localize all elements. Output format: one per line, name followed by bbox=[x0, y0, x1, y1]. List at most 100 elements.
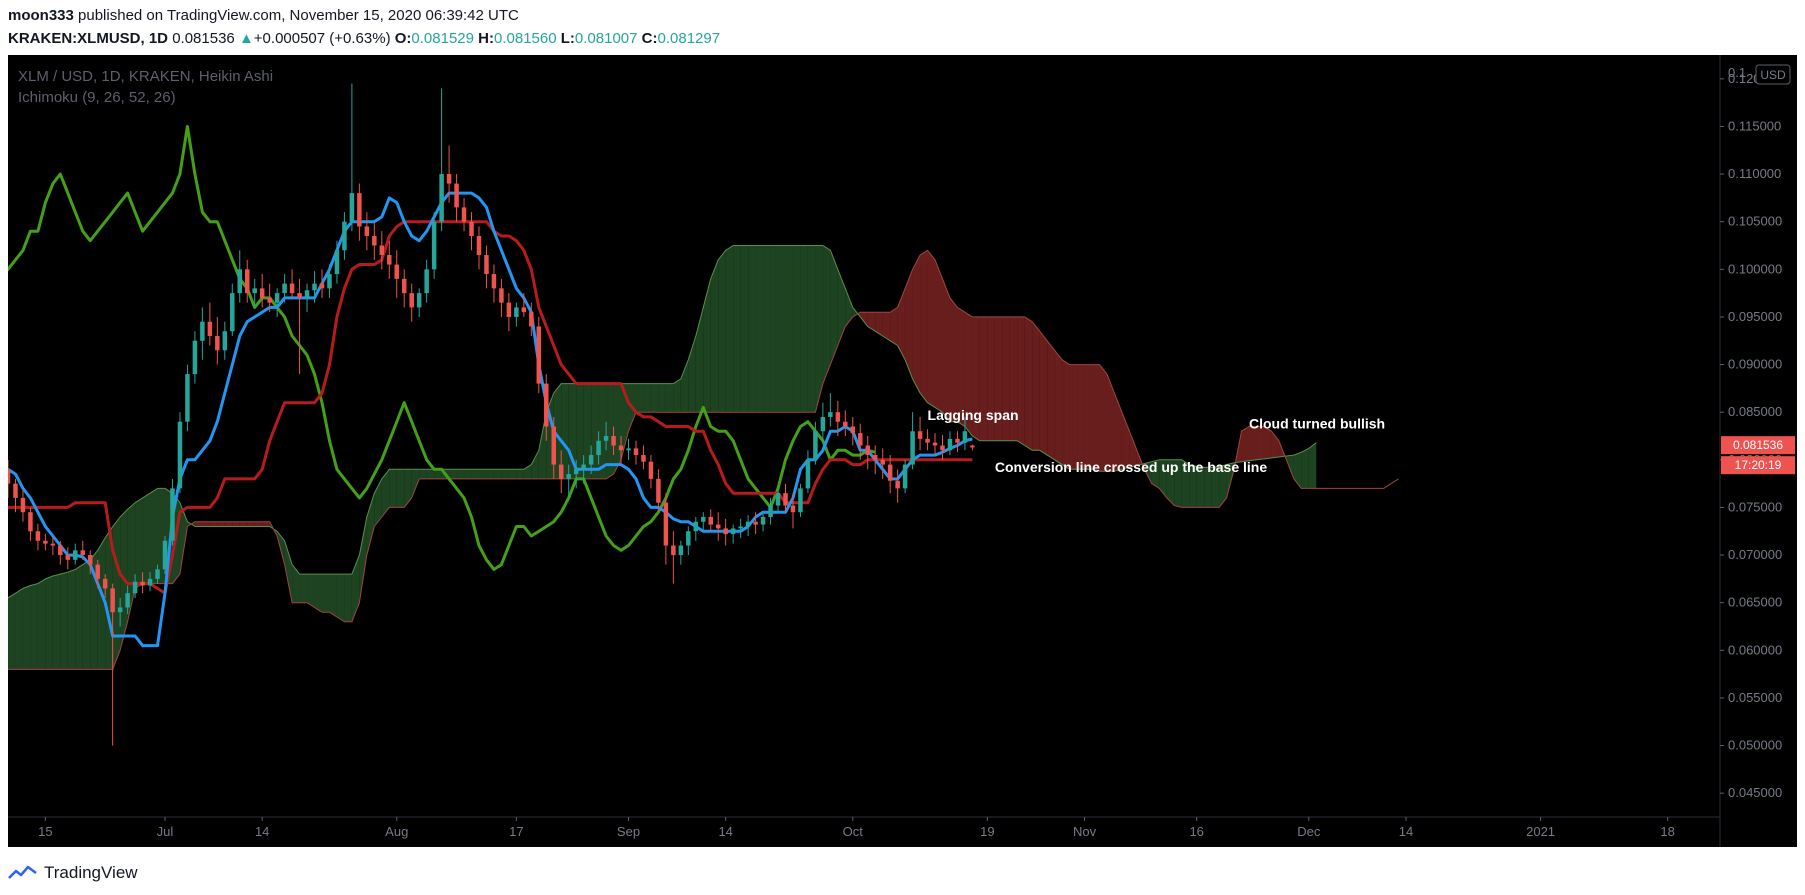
candle bbox=[110, 583, 115, 746]
candle-body bbox=[880, 459, 885, 465]
cloud-bear-segment bbox=[972, 316, 980, 441]
candle bbox=[192, 331, 198, 384]
cloud-bear-segment bbox=[1106, 374, 1115, 472]
cloud-bear-segment bbox=[875, 312, 883, 336]
candle-body bbox=[8, 469, 11, 484]
candle bbox=[955, 431, 960, 453]
cloud-bull-segment bbox=[493, 469, 502, 479]
x-tick-label: 2021 bbox=[1526, 824, 1555, 839]
low-value: 0.081007 bbox=[574, 30, 638, 47]
cloud-bear-segment bbox=[935, 259, 943, 413]
cloud-bull-segment bbox=[852, 307, 861, 317]
price-badges: 0.081536 17:20:19 bbox=[1721, 436, 1795, 475]
candle-body bbox=[768, 505, 773, 517]
candle bbox=[416, 288, 422, 317]
x-tick-label: 14 bbox=[255, 824, 269, 839]
candle bbox=[162, 536, 168, 575]
change-value: +0.000507 (+0.63%) bbox=[253, 30, 391, 47]
candle-body bbox=[147, 578, 153, 586]
y-tick-label: 0.090000 bbox=[1728, 357, 1782, 372]
ichimoku-chart[interactable]: 0.1200000.1150000.1100000.1050000.100000… bbox=[8, 55, 1797, 847]
candle-body bbox=[80, 550, 86, 556]
candle bbox=[529, 302, 534, 336]
time-axis[interactable]: 15 Jul 14 Aug 17 Sep 14 Oct 19 Nov 16 Dec 14 2021 18 bbox=[38, 817, 1675, 839]
candle-body bbox=[319, 283, 325, 289]
candle bbox=[656, 469, 661, 513]
candle-body bbox=[215, 335, 220, 351]
candle-body bbox=[730, 528, 736, 535]
candle bbox=[230, 283, 235, 336]
candle bbox=[828, 393, 833, 427]
cloud-bull-segment bbox=[75, 564, 83, 670]
cloud-bull-segment bbox=[763, 245, 771, 413]
cloud-bull-segment bbox=[82, 559, 91, 670]
indicator-legend[interactable]: Ichimoku (9, 26, 52, 26) bbox=[18, 89, 176, 106]
candle-body bbox=[828, 412, 833, 417]
cloud-bull-segment bbox=[673, 378, 681, 413]
candle-body bbox=[506, 302, 512, 317]
cloud-bull-segment bbox=[635, 383, 644, 413]
candle bbox=[319, 269, 325, 298]
x-tick-label: 17 bbox=[509, 824, 523, 839]
base-line bbox=[8, 220, 973, 595]
candle bbox=[843, 410, 848, 436]
candle bbox=[783, 483, 788, 513]
candle-body bbox=[87, 555, 93, 565]
candle bbox=[28, 507, 33, 541]
candle-body bbox=[895, 480, 900, 489]
candle bbox=[491, 264, 497, 303]
cloud-bull-segment bbox=[1196, 466, 1205, 508]
candle-body bbox=[364, 226, 370, 236]
cloud-bull-segment bbox=[45, 576, 53, 670]
candle-body bbox=[603, 436, 609, 441]
candle bbox=[544, 374, 549, 441]
candle-body bbox=[13, 483, 18, 498]
x-tick-label: 16 bbox=[1189, 824, 1203, 839]
cloud-bear-segment bbox=[890, 307, 898, 346]
candle bbox=[446, 145, 452, 203]
candle-body bbox=[237, 269, 242, 294]
candle-body bbox=[678, 545, 684, 556]
x-tick-label: Dec bbox=[1297, 824, 1321, 839]
candle bbox=[514, 302, 519, 327]
x-tick-label: Jul bbox=[157, 824, 174, 839]
y-tick-label: 0.065000 bbox=[1728, 595, 1782, 610]
candle bbox=[140, 572, 145, 594]
candle bbox=[850, 416, 856, 446]
candle-body bbox=[947, 438, 953, 451]
y-tick-label: 0.055000 bbox=[1728, 690, 1782, 705]
cloud-bear-segment bbox=[202, 521, 210, 527]
candle-body bbox=[626, 448, 631, 451]
candle-body bbox=[95, 564, 100, 579]
candle-body bbox=[297, 293, 302, 298]
cloud-bull-segment bbox=[576, 383, 584, 479]
candle-body bbox=[274, 293, 280, 303]
candle-body bbox=[484, 255, 489, 275]
candle-body bbox=[708, 516, 713, 525]
currency-badge[interactable]: USD bbox=[1755, 64, 1791, 85]
candle bbox=[170, 478, 175, 546]
cloud-bull-segment bbox=[366, 493, 375, 556]
candle-body bbox=[671, 545, 676, 556]
candle-body bbox=[289, 283, 295, 294]
candle-body bbox=[514, 307, 519, 317]
candle-body bbox=[499, 288, 504, 303]
cloud-bull-segment bbox=[486, 469, 494, 479]
candle-body bbox=[155, 569, 160, 579]
cloud-bear-segment bbox=[1069, 364, 1078, 470]
cloud-bear-segment bbox=[897, 288, 906, 360]
candle-body bbox=[170, 488, 175, 541]
cloud-bear-segment bbox=[867, 312, 876, 332]
cloud-bull-segment bbox=[351, 555, 360, 622]
cloud-bull-segment bbox=[561, 383, 569, 479]
candle-body bbox=[35, 531, 41, 541]
footer[interactable]: TradingView bbox=[8, 859, 138, 887]
cloud-bull-segment bbox=[665, 383, 674, 413]
cloud-bull-segment bbox=[1181, 459, 1190, 508]
author-name[interactable]: moon333 bbox=[8, 7, 74, 24]
candle-body bbox=[349, 193, 355, 222]
candle bbox=[723, 518, 728, 546]
cloud-bull-segment bbox=[299, 574, 308, 603]
candle bbox=[289, 269, 295, 298]
chart-frame[interactable]: 0.120000 0.115000 0.110000 0.105000 0.100000… bbox=[8, 55, 1797, 847]
